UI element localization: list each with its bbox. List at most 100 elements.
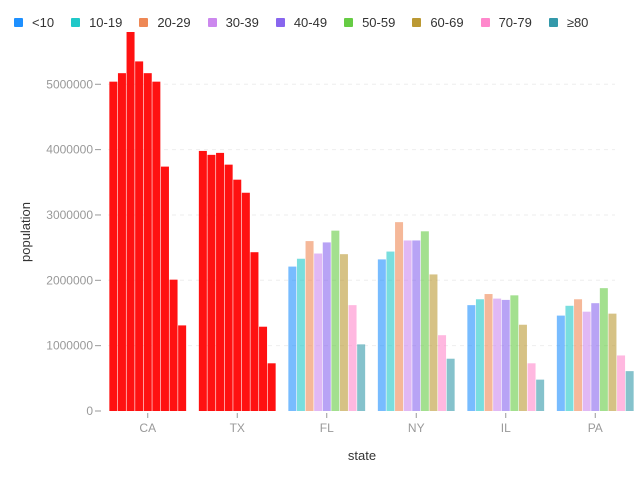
bar-tx-70-79[interactable] [259,326,268,411]
y-axis-title: population [18,202,33,262]
bar-ca-10-19[interactable] [117,73,126,412]
legend-item-60-69[interactable]: 60-69 [412,15,464,30]
legend-item-lt10[interactable]: <10 [14,15,54,30]
bar-fl-40-49[interactable] [322,242,331,411]
legend-item-40-49[interactable]: 40-49 [275,15,328,30]
legend-swatch [275,18,285,27]
legend-swatch [139,18,149,27]
bar-ny-50-59[interactable] [420,231,429,411]
bar-ca-60-69[interactable] [160,166,169,411]
bar-ca-20-29[interactable] [126,32,135,411]
bar-tx-lt10[interactable] [198,150,207,411]
legend-swatch [412,18,422,27]
bar-fl-30-39[interactable] [314,253,323,411]
x-tick-label-pa: PA [588,421,603,435]
legend-item-20-29[interactable]: 20-29 [139,15,191,30]
bar-il-lt10[interactable] [467,305,476,411]
bar-pa-50-59[interactable] [599,288,608,411]
bar-fl-60-69[interactable] [339,254,348,411]
bar-pa-60-69[interactable] [608,313,617,411]
legend-label: <10 [32,15,55,30]
bar-fl-70-79[interactable] [348,305,357,411]
legend-label: 40-49 [293,15,328,30]
bar-il-10-19[interactable] [475,299,484,411]
grid-lines [108,83,615,347]
legend-item-ge80[interactable]: ≥80 [548,15,589,30]
bar-tx-60-69[interactable] [250,252,259,411]
x-tick-label-fl: FL [320,421,334,435]
bar-tx-30-39[interactable] [224,164,233,411]
bar-tx-10-19[interactable] [207,154,216,411]
bar-fl-10-19[interactable] [296,258,305,411]
bar-ny-10-19[interactable] [386,251,395,411]
legend-label: 30-39 [225,15,259,30]
legend-label: 70-79 [498,15,532,30]
bar-pa-30-39[interactable] [582,311,591,411]
bar-tx-20-29[interactable] [216,152,225,411]
legend-swatch [71,18,81,27]
y-tick-label: 0 [86,404,93,418]
legend-label: 50-59 [362,15,396,30]
bar-ny-40-49[interactable] [412,240,421,411]
x-axis: CA TX FL NY IL PA [139,413,603,435]
bar-pa-20-29[interactable] [574,299,583,411]
bar-pa-40-49[interactable] [591,303,600,411]
legend-label: 20-29 [157,15,191,30]
y-tick-label: 3000000 [46,208,93,222]
legend-label: 10-19 [89,15,123,30]
bar-tx-40-49[interactable] [233,179,242,411]
y-tick-label: 5000000 [46,77,93,91]
bar-ca-40-49[interactable] [143,73,152,412]
bar-pa-lt10[interactable] [556,315,565,411]
legend-swatch [344,18,354,27]
bar-il-20-29[interactable] [484,294,493,411]
x-tick-label-ca: CA [139,421,156,435]
y-axis: 0 1000000 2000000 3000000 4000000 5000000 [46,77,101,418]
bar-ny-70-79[interactable] [438,335,447,411]
legend-item-50-59[interactable]: 50-59 [344,15,395,30]
legend-item-70-79[interactable]: 70-79 [480,15,532,30]
bar-pa-70-79[interactable] [617,355,626,411]
legend-swatch [14,18,23,27]
bar-fl-50-59[interactable] [331,230,340,411]
bar-ny-ge80[interactable] [446,358,455,411]
bar-il-30-39[interactable] [493,298,502,411]
bar-tx-50-59[interactable] [241,192,250,411]
bar-ny-60-69[interactable] [429,274,438,411]
bar-pa-ge80[interactable] [625,371,634,411]
legend-label: ≥80 [566,15,589,30]
bar-il-50-59[interactable] [510,295,519,411]
legend: <10 10-19 20-29 30-39 40-49 50-59 60-69 70-79 ≥8… [14,15,605,30]
legend-item-10-19[interactable]: 10-19 [71,15,122,30]
bar-ca-ge80[interactable] [178,325,187,411]
legend-label: 60-69 [430,15,464,30]
x-axis-title: state [348,448,376,463]
y-tick-label: 2000000 [46,273,93,287]
legend-swatch [480,18,490,27]
bar-fl-20-29[interactable] [305,241,314,411]
bar-fl-ge80[interactable] [357,344,366,411]
x-tick-label-tx: TX [230,421,245,435]
bar-fl-lt10[interactable] [288,266,297,411]
bar-ca-lt10[interactable] [109,81,118,411]
bar-il-40-49[interactable] [501,299,510,411]
bar-il-60-69[interactable] [518,324,527,411]
bar-il-70-79[interactable] [527,363,536,411]
bar-ny-20-29[interactable] [395,222,404,411]
bar-il-ge80[interactable] [536,379,545,411]
bar-ca-70-79[interactable] [169,279,178,411]
bar-ca-50-59[interactable] [152,81,161,411]
legend-swatch [548,18,558,27]
bar-tx-ge80[interactable] [267,363,276,411]
legend-item-30-39[interactable]: 30-39 [207,15,259,30]
bar-pa-10-19[interactable] [565,305,574,411]
y-tick-label: 1000000 [46,339,93,353]
legend-swatch [207,18,217,27]
bar-ca-30-39[interactable] [135,61,144,411]
x-tick-label-il: IL [501,421,511,435]
bar-ny-30-39[interactable] [403,240,412,411]
bar-ny-lt10[interactable] [377,259,386,411]
x-tick-label-ny: NY [408,421,425,435]
bars [109,32,634,412]
